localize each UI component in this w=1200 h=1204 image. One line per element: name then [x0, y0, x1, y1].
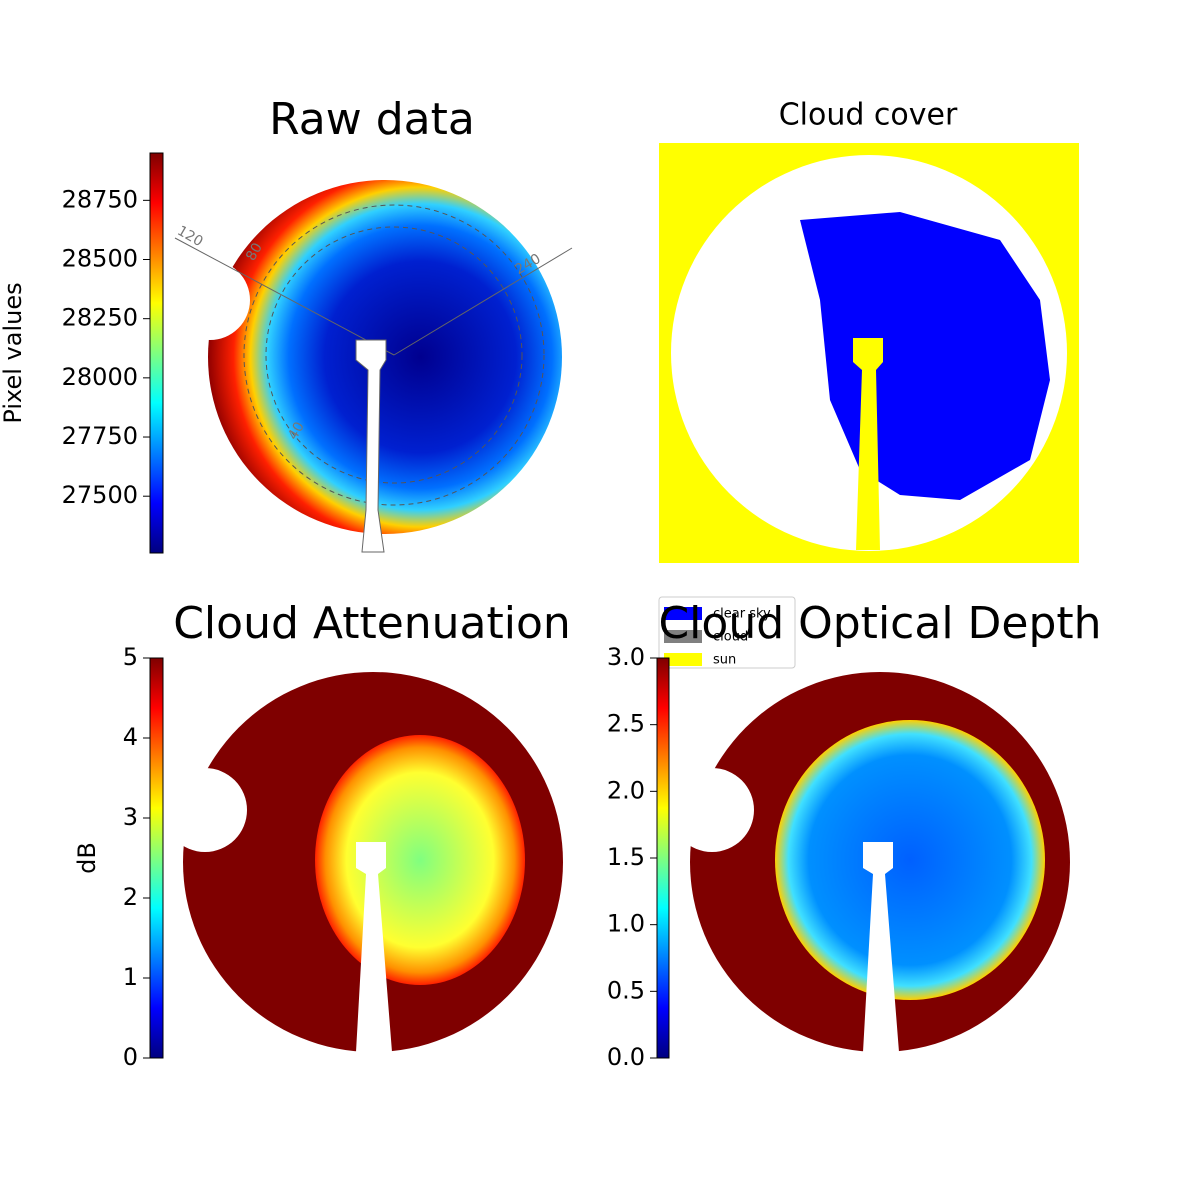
- legend-label: cloud: [713, 630, 748, 645]
- colorbar-tick-label: 0.0: [607, 1043, 645, 1071]
- cod-image: [670, 672, 1070, 1052]
- colorbar-label: dB: [73, 842, 101, 874]
- legend-label: sun: [713, 653, 736, 668]
- polar-label: 40: [285, 419, 308, 442]
- colorbar-tick-label: 28500: [62, 245, 138, 273]
- legend-swatch: [664, 653, 702, 666]
- colorbar-tick-label: 28250: [62, 304, 138, 332]
- colorbar: [149, 152, 164, 554]
- attenuation-image: [163, 672, 563, 1052]
- legend-label: clear sky: [713, 607, 771, 622]
- colorbar-tick-label: 2.5: [607, 710, 645, 738]
- colorbar: [656, 657, 670, 1059]
- panel-title: Cloud Optical Depth: [658, 598, 1101, 649]
- colorbar-tick-label: 1.0: [607, 910, 645, 938]
- colorbar-tick-label: 2: [123, 883, 138, 911]
- colorbar-tick-label: 28750: [62, 185, 138, 213]
- panel-title: Cloud cover: [779, 98, 958, 133]
- polar-label: 80: [243, 240, 266, 263]
- colorbar-tick-label: 3: [123, 803, 138, 831]
- legend-swatch: [664, 630, 702, 643]
- colorbar-tick-label: 2.0: [607, 776, 645, 804]
- colorbar: [149, 657, 164, 1059]
- colorbar-tick-label: 0.5: [607, 976, 645, 1004]
- colorbar-tick-label: 1: [123, 963, 138, 991]
- legend: clear sky cloud sun: [658, 596, 796, 669]
- colorbar-tick-label: 5: [123, 643, 138, 671]
- colorbar-tick-label: 3.0: [607, 643, 645, 671]
- colorbar-tick-label: 27750: [62, 422, 138, 450]
- colorbar-label: Pixel values: [0, 282, 27, 423]
- legend-swatch: [664, 607, 702, 620]
- cloud-cover-image: [659, 143, 1079, 563]
- colorbar-tick-label: 0: [123, 1043, 138, 1071]
- panel-title: Raw data: [269, 94, 475, 145]
- colorbar-tick-label: 28000: [62, 363, 138, 391]
- colorbar-tick-label: 4: [123, 723, 138, 751]
- colorbar-tick-label: 1.5: [607, 843, 645, 871]
- panel-title: Cloud Attenuation: [173, 598, 571, 649]
- colorbar-tick-label: 27500: [62, 481, 138, 509]
- raw-image: [170, 180, 573, 553]
